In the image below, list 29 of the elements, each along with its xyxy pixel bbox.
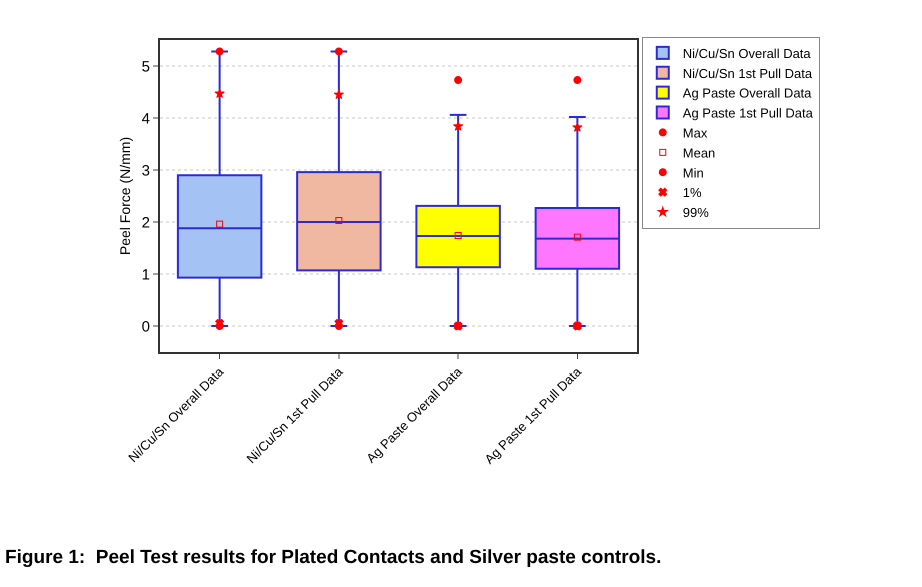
y-tick-label: 4	[142, 110, 150, 128]
legend-label: Ni/Cu/Sn 1st Pull Data	[682, 66, 813, 81]
point	[573, 76, 582, 84]
legend-label: Mean	[682, 145, 716, 160]
legend-label: Max	[682, 126, 708, 140]
point	[574, 234, 581, 241]
legend-label: Ni/Cu/Sn Overall Data	[682, 46, 812, 61]
y-tick-label: 2	[142, 214, 150, 232]
point	[452, 120, 464, 131]
legend-label: Ag Paste Overall Data	[682, 86, 812, 101]
point	[454, 232, 462, 240]
y-tick-label: 0	[142, 318, 150, 336]
point	[214, 88, 225, 98]
y-tick-label: 3	[142, 162, 150, 180]
legend-label: Min	[682, 165, 704, 180]
y-tick-label: 5	[142, 58, 150, 76]
point	[216, 47, 224, 56]
point	[334, 89, 344, 100]
point	[572, 122, 583, 132]
legend-label: 1%	[682, 185, 702, 200]
y-tick-label: 1	[142, 266, 150, 284]
point	[216, 220, 224, 228]
y-axis-title: Peel Force (N/mm)	[116, 136, 133, 256]
legend-label: 99%	[682, 205, 710, 220]
caption: Figure 1: Peel Test results for Plated Contacts and Silver paste controls.	[5, 547, 662, 568]
legend-label: Ag Paste 1st Pull Data	[682, 106, 814, 121]
point	[454, 76, 462, 84]
point	[334, 47, 343, 56]
point	[335, 216, 342, 224]
